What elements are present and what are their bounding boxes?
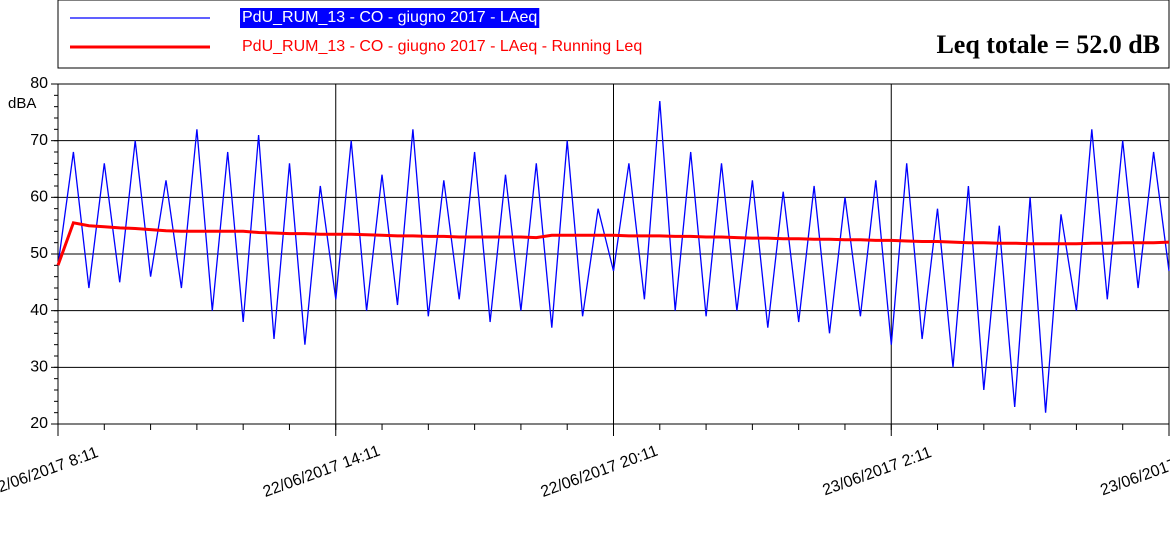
- y-tick-label: 30: [30, 359, 48, 376]
- legend-frame: [57, 0, 1170, 69]
- x-tick-label: 22/06/2017 8:11: [0, 444, 101, 499]
- legend-highlight: [240, 8, 540, 28]
- legend-label: PdU_RUM_13 - CO - giugno 2017 - LAeq - R…: [242, 38, 642, 55]
- x-tick-label: 22/06/2017 14:11: [261, 443, 383, 501]
- x-tick-label: 23/06/2017 8:11: [1098, 444, 1170, 499]
- y-tick-label: 50: [30, 245, 48, 262]
- y-tick-label: 20: [30, 415, 48, 432]
- series-line: [56, 221, 1170, 266]
- legend-label: PdU_RUM_13 - CO - giugno 2017 - LAeq: [242, 9, 537, 26]
- x-tick-label: 22/06/2017 20:11: [539, 443, 661, 501]
- x-tick-label: 23/06/2017 2:11: [820, 444, 933, 499]
- y-tick-label: 60: [30, 189, 48, 206]
- y-tick-label: 80: [30, 75, 48, 92]
- legend: PdU_RUM_13 - CO - giugno 2017 - LAeq PdU_…: [70, 8, 642, 55]
- annotation: Leq totale = 52.0 dB: [936, 30, 1160, 59]
- series-line: [57, 100, 1170, 413]
- y-tick-label: 70: [30, 132, 48, 149]
- y-axis-label: dBA: [8, 95, 36, 112]
- y-tick-label: 40: [30, 302, 48, 319]
